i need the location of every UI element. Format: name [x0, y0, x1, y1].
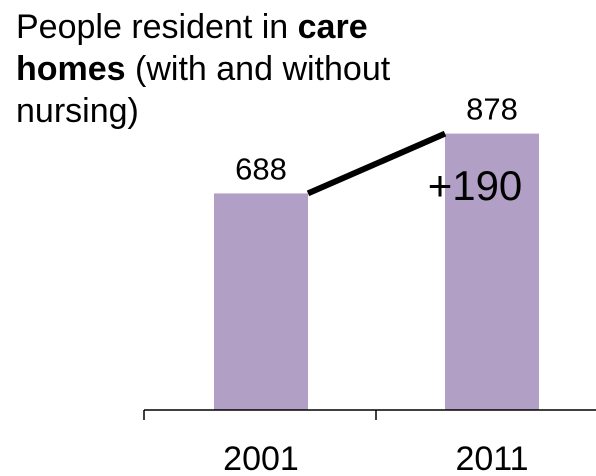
x-tick-label-2011: 2011 — [455, 440, 528, 476]
bar-2011 — [445, 133, 539, 411]
chart-title: People resident in care homes (with and … — [16, 6, 436, 132]
data-label-2001: 688 — [235, 151, 287, 186]
data-label-2011: 878 — [466, 92, 518, 127]
change-label: +190 — [428, 162, 523, 209]
bar-2001 — [214, 193, 308, 410]
title-part-2: care homes — [16, 8, 368, 88]
change-connector-line — [306, 130, 447, 197]
x-tick-label-2001: 2001 — [223, 440, 299, 476]
title-part-1: People resident in — [16, 8, 298, 46]
title-part-3: (with and without nursing) — [16, 50, 391, 130]
